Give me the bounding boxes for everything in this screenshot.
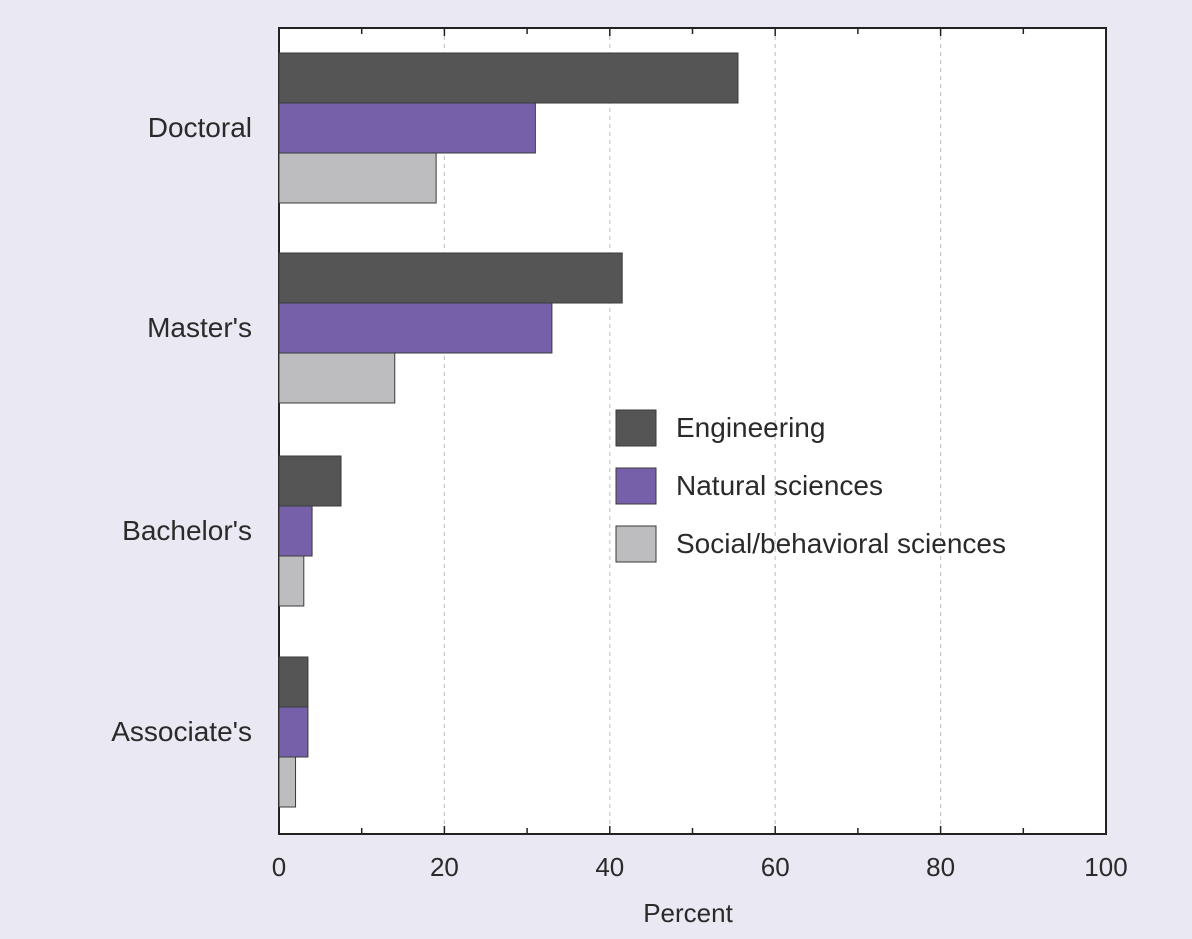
bar-bachelors-social-behavioral-sciences bbox=[278, 555, 305, 607]
x-axis: 0 20 40 60 80 100 bbox=[272, 28, 1128, 882]
bar-associates-social-behavioral-sciences bbox=[278, 756, 297, 808]
bar-masters-natural-sciences bbox=[278, 302, 553, 354]
category-label: Master's bbox=[147, 312, 252, 343]
bar-associates-engineering bbox=[278, 656, 309, 708]
x-axis-label: Percent bbox=[643, 898, 733, 928]
legend-swatch bbox=[615, 409, 657, 447]
x-tick-label: 100 bbox=[1084, 852, 1127, 882]
x-tick-label: 20 bbox=[430, 852, 459, 882]
x-tick-label: 0 bbox=[272, 852, 286, 882]
category-label: Doctoral bbox=[148, 112, 252, 143]
bar-associates-natural-sciences bbox=[278, 706, 309, 758]
bar-masters-social-behavioral-sciences bbox=[278, 352, 396, 404]
legend-swatch bbox=[615, 467, 657, 505]
legend-label: Social/behavioral sciences bbox=[676, 528, 1006, 559]
legend-label: Natural sciences bbox=[676, 470, 883, 501]
bar-doctoral-social-behavioral-sciences bbox=[278, 152, 437, 204]
bars bbox=[278, 52, 739, 808]
legend-swatch bbox=[615, 525, 657, 563]
legend: Engineering Natural sciences Social/behavi… bbox=[615, 409, 1006, 563]
bar-doctoral-natural-sciences bbox=[278, 102, 536, 154]
bar-masters-engineering bbox=[278, 252, 623, 304]
category-label: Bachelor's bbox=[122, 515, 252, 546]
bar-bachelors-engineering bbox=[278, 455, 342, 507]
x-tick-label: 40 bbox=[595, 852, 624, 882]
bar-bachelors-natural-sciences bbox=[278, 505, 313, 557]
x-tick-label: 80 bbox=[926, 852, 955, 882]
category-label: Associate's bbox=[111, 716, 252, 747]
x-tick-label: 60 bbox=[761, 852, 790, 882]
legend-label: Engineering bbox=[676, 412, 825, 443]
y-axis-labels: Doctoral Master's Bachelor's Associate's bbox=[111, 112, 252, 747]
bar-doctoral-engineering bbox=[278, 52, 739, 104]
gridlines bbox=[443, 28, 942, 834]
